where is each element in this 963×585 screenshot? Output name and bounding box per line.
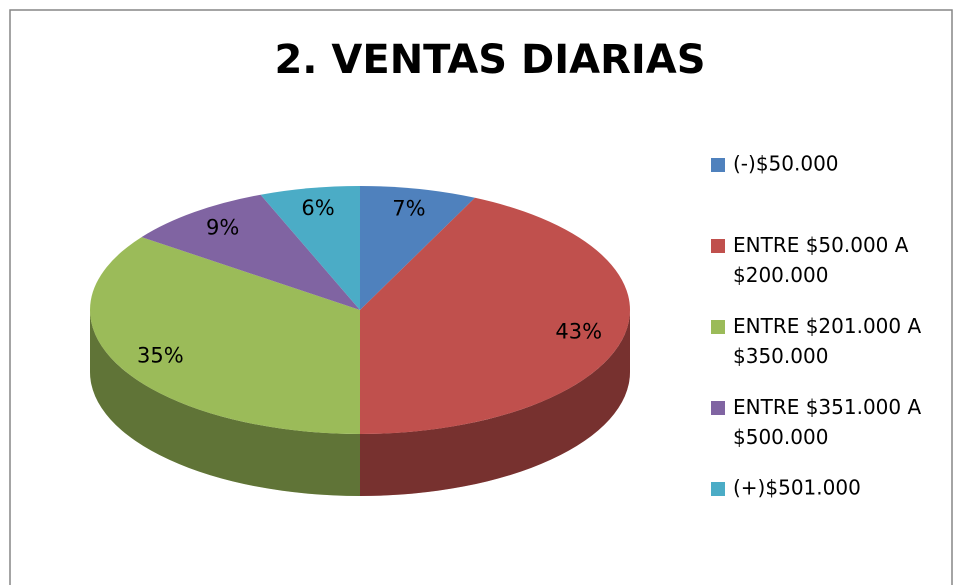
legend-swatch — [711, 482, 725, 496]
slice — [260, 186, 360, 310]
legend-swatch — [711, 320, 725, 334]
data-label: 35% — [137, 344, 184, 368]
slice-side — [90, 310, 360, 496]
data-label: 43% — [555, 319, 602, 343]
legend-label: (-)$50.000 — [733, 152, 839, 176]
data-label: 7% — [392, 197, 425, 221]
legend-label: ENTRE $201.000 A $350.000 — [733, 314, 921, 368]
slice-side-shade — [90, 310, 360, 496]
legend-label: (+)$501.000 — [733, 476, 861, 500]
slice-side-shade — [360, 310, 630, 496]
chart-title: 2. VENTAS DIARIAS — [274, 37, 705, 83]
legend-swatch — [711, 158, 725, 172]
legend-swatch — [711, 401, 725, 415]
slice — [360, 197, 630, 434]
slice-side — [360, 310, 630, 496]
slice — [360, 186, 475, 310]
data-label: 9% — [206, 216, 239, 240]
legend-label: ENTRE $351.000 A $500.000 — [733, 395, 921, 449]
legend-label: ENTRE $50.000 A $200.000 — [733, 233, 909, 287]
slice — [89, 237, 360, 434]
legend-swatch — [711, 239, 725, 253]
slice — [141, 194, 360, 310]
data-label: 6% — [301, 196, 334, 220]
